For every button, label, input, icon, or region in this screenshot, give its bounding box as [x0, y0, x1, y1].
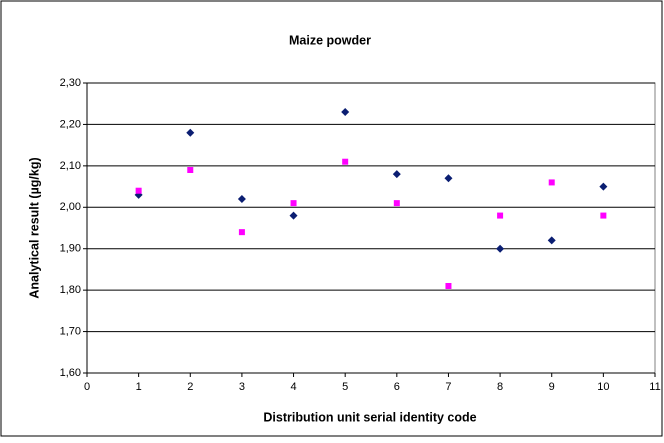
y-tick-label: 1,90	[60, 243, 81, 255]
point	[392, 170, 401, 179]
point	[548, 179, 555, 186]
y-tick-label: 1,60	[60, 367, 81, 379]
x-tick-label: 10	[597, 381, 609, 393]
x-tick-label: 5	[342, 381, 348, 393]
x-tick-label: 7	[445, 381, 451, 393]
point	[444, 174, 453, 183]
point	[341, 108, 350, 116]
y-tick-label: 1,70	[60, 325, 81, 337]
x-tick-label: 9	[549, 381, 555, 393]
point	[497, 212, 504, 219]
point	[445, 283, 452, 289]
x-tick-label: 3	[239, 381, 245, 393]
x-tick-label: 2	[187, 381, 193, 393]
x-tick-label: 11	[649, 381, 660, 393]
x-tick-label: 4	[290, 381, 296, 393]
x-tick-label: 6	[394, 381, 400, 393]
point	[600, 212, 607, 219]
y-tick-label: 2,30	[60, 77, 81, 89]
point	[238, 229, 245, 236]
point	[547, 236, 556, 245]
x-tick-label: 8	[497, 381, 503, 393]
point	[342, 158, 349, 165]
point	[186, 128, 195, 137]
plot-area	[86, 82, 656, 374]
point	[187, 167, 194, 173]
point	[289, 211, 298, 220]
point	[135, 187, 142, 194]
y-tick-label: 2,20	[60, 118, 81, 130]
y-axis-label: Analytical result (µg/kg)	[27, 157, 41, 298]
x-tick-label: 1	[136, 381, 142, 393]
point	[237, 195, 246, 203]
y-tick-label: 2,00	[60, 201, 81, 213]
point	[393, 200, 400, 207]
point	[290, 200, 297, 207]
x-tick-label: 0	[84, 381, 90, 393]
x-axis-label: Distribution unit serial identity code	[263, 410, 476, 424]
y-tick-label: 2,10	[60, 160, 81, 172]
point	[496, 244, 505, 253]
point	[599, 182, 608, 191]
y-tick-label: 1,80	[60, 284, 81, 296]
chart-title: Maize powder	[289, 33, 371, 47]
